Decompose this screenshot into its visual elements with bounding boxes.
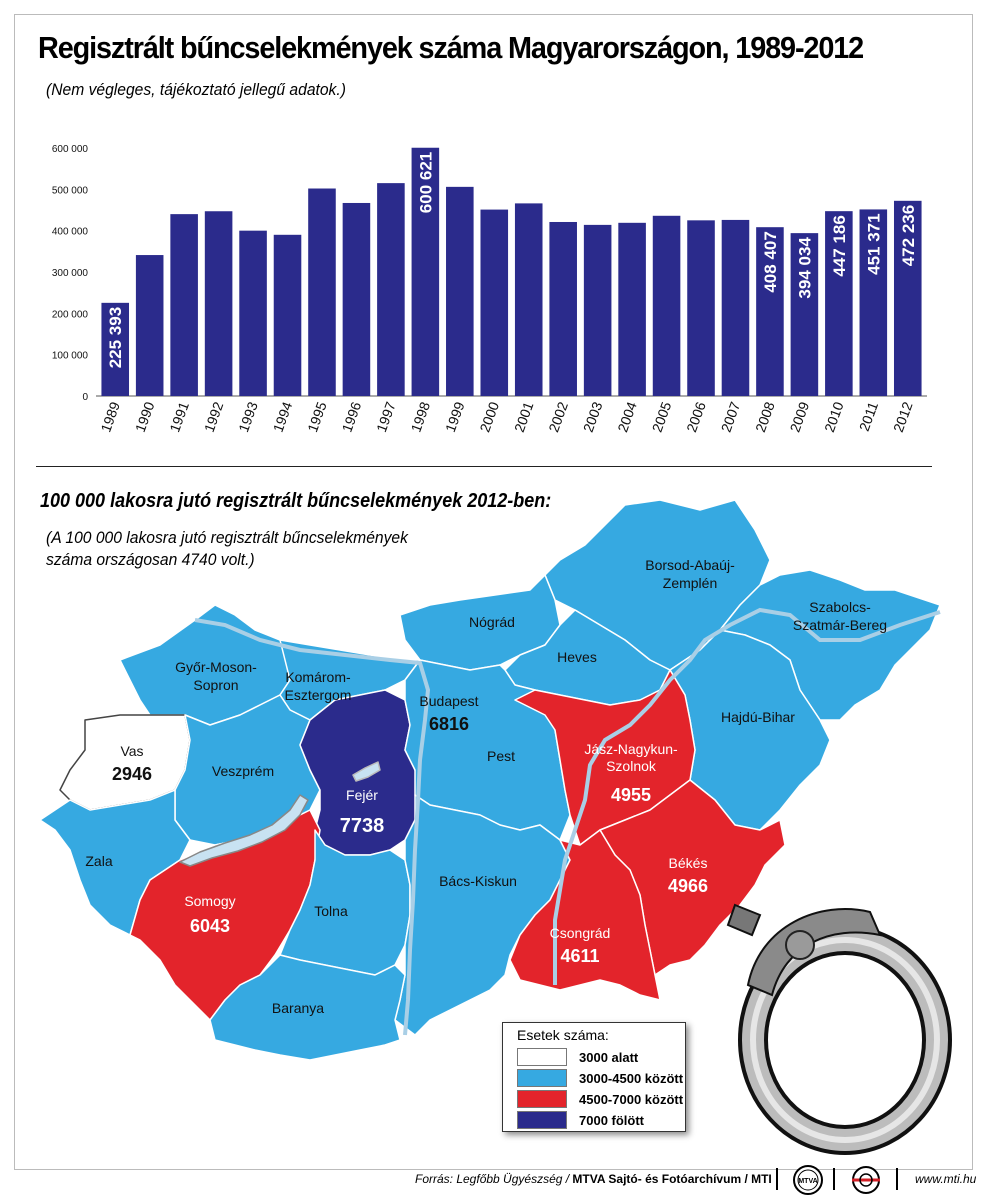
legend-swatch xyxy=(517,1069,567,1087)
bar xyxy=(342,202,371,396)
bar xyxy=(480,209,509,396)
bar xyxy=(721,219,750,396)
footer-separator xyxy=(776,1168,778,1190)
bar xyxy=(756,227,784,396)
legend-item: 3000-4500 között xyxy=(517,1068,683,1088)
bar xyxy=(687,220,715,396)
bar-data-label: 472 236 xyxy=(899,205,918,266)
county-bacs xyxy=(394,794,571,1036)
footer-source-prefix: Forrás: Legfőbb Ügyészség / xyxy=(415,1172,573,1186)
footer-url: www.mti.hu xyxy=(915,1172,977,1186)
legend-item: 4500-7000 között xyxy=(517,1089,683,1109)
bar xyxy=(204,211,233,396)
legend-label: 3000 alatt xyxy=(579,1049,639,1065)
bar xyxy=(583,224,612,396)
y-tick-label: 200 000 xyxy=(52,309,89,320)
bar xyxy=(170,214,198,396)
map-legend: Esetek száma: 3000 alatt 3000-4500 közöt… xyxy=(502,1022,686,1132)
legend-label: 3000-4500 között xyxy=(579,1070,684,1086)
bar-data-label: 600 621 xyxy=(416,152,435,213)
bar xyxy=(411,147,440,396)
page-frame xyxy=(14,14,973,1170)
y-tick-label: 600 000 xyxy=(52,144,89,155)
bar xyxy=(893,200,922,396)
footer: Forrás: Legfőbb Ügyészség / MTVA Sajtó- … xyxy=(0,1164,987,1196)
lake-velence xyxy=(352,761,381,782)
y-tick-label: 100 000 xyxy=(52,351,89,362)
footer-separator xyxy=(833,1168,835,1190)
y-tick-label: 500 000 xyxy=(52,185,89,196)
map-title: 100 000 lakosra jutó regisztrált bűncsel… xyxy=(40,490,552,512)
bar-data-label: 447 186 xyxy=(830,215,849,276)
bar xyxy=(859,209,888,396)
legend-item: 7000 fölött xyxy=(517,1110,644,1130)
handcuffs-illustration xyxy=(726,903,952,1155)
footer-separator xyxy=(896,1168,898,1190)
map-subtitle: (A 100 000 lakosra jutó regisztrált bűnc… xyxy=(46,528,408,569)
bar xyxy=(618,222,646,396)
chart-subtitle: (Nem végleges, tájékoztató jellegű adato… xyxy=(46,80,346,99)
bar xyxy=(790,233,819,396)
bar xyxy=(135,255,164,396)
legend-label: 7000 fölött xyxy=(579,1112,645,1128)
bar-data-label: 225 393 xyxy=(106,307,125,368)
legend-swatch xyxy=(517,1090,567,1108)
footer-source: Forrás: Legfőbb Ügyészség / MTVA Sajtó- … xyxy=(415,1172,772,1186)
bar xyxy=(101,302,130,396)
river-danube xyxy=(194,618,431,1036)
bar xyxy=(652,215,681,396)
section-divider xyxy=(36,466,932,467)
y-tick-label: 300 000 xyxy=(52,268,89,279)
legend-swatch xyxy=(517,1048,567,1066)
mti-logo-icon xyxy=(852,1166,880,1194)
legend-swatch xyxy=(517,1111,567,1129)
bar xyxy=(377,183,405,396)
bar xyxy=(308,188,336,396)
y-tick-label: 400 000 xyxy=(52,227,89,238)
bar-chart: 0 100 000 200 000 300 000 400 000 500 000 600 … xyxy=(52,144,927,434)
bar-data-label: 408 407 xyxy=(761,231,780,292)
bar-data-label: 394 034 xyxy=(795,237,814,299)
mtva-logo-icon: MTVA xyxy=(793,1165,823,1195)
legend-label: 4500-7000 között xyxy=(579,1091,684,1107)
county-baranya xyxy=(209,954,406,1061)
y-tick-label: 0 xyxy=(82,392,88,403)
bar xyxy=(549,221,577,396)
bar xyxy=(273,234,302,396)
legend-title: Esetek száma: xyxy=(517,1027,609,1043)
county-csongrad xyxy=(509,829,661,1001)
footer-source-agency: MTVA Sajtó- és Fotóarchívum / MTI xyxy=(572,1172,772,1186)
chart-title: Regisztrált bűncselekmények száma Magyar… xyxy=(38,30,864,65)
bar xyxy=(825,211,853,396)
bar xyxy=(446,186,474,396)
bar-data-label: 451 371 xyxy=(864,213,883,274)
legend-item: 3000 alatt xyxy=(517,1047,638,1067)
bar xyxy=(239,230,267,396)
mtva-logo-text: MTVA xyxy=(798,1178,817,1185)
river-tisza xyxy=(553,607,941,985)
lake-balaton xyxy=(179,794,309,867)
bar xyxy=(514,203,543,396)
